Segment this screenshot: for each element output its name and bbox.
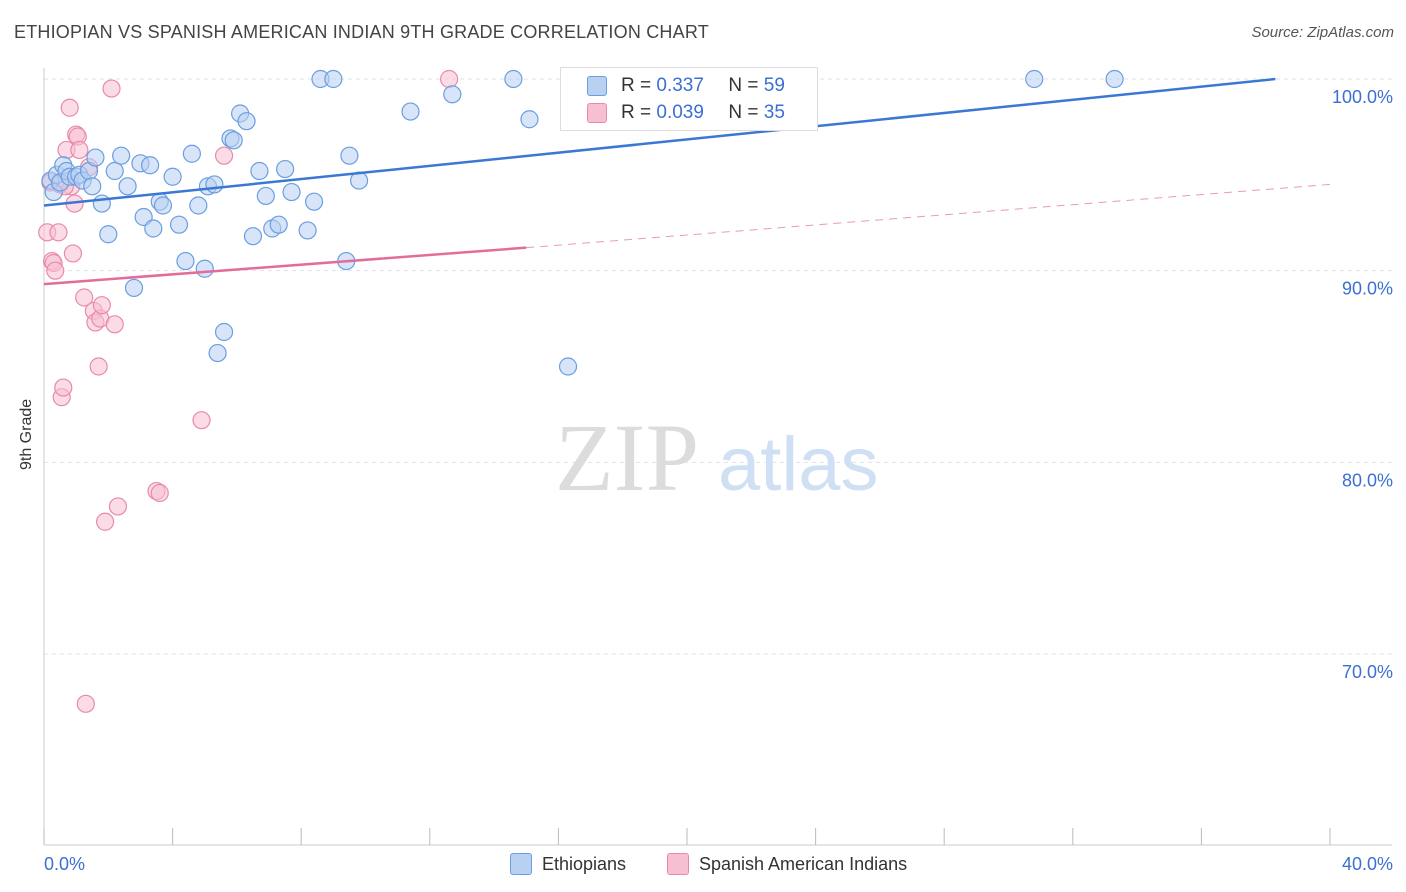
legend-item-ethiopians[interactable]: Ethiopians	[510, 851, 626, 877]
spanish-american-indian-point-31	[214, 146, 234, 165]
r-label: R =	[621, 75, 652, 96]
stats-legend-row-ethiopians: R = 0.337 N = 59	[587, 74, 785, 98]
n-label: N =	[728, 102, 759, 123]
ethiopian-point-13	[92, 194, 111, 213]
spanish-american-indians-swatch	[587, 103, 607, 123]
spanish-american-indians-trend-line	[43, 246, 527, 286]
ethiopian-point-14	[99, 225, 118, 244]
x-tick-label-max: 40.0%	[1342, 854, 1393, 874]
spanish-american-indian-point-12	[63, 244, 83, 263]
ethiopian-point-32	[205, 175, 224, 194]
spanish-american-indian-point-8	[54, 378, 73, 397]
ethiopian-point-43	[269, 215, 288, 234]
y-tick-label-80: 80.0%	[1342, 470, 1393, 490]
spanish-american-indian-point-17	[75, 288, 94, 307]
spanish-american-indian-point-25	[102, 79, 121, 98]
spanish-american-indian-point-26	[105, 315, 124, 334]
spanish-american-indian-points	[38, 69, 459, 713]
spanish-american-indian-point-5	[49, 223, 68, 242]
spanish-american-indian-point-30	[192, 411, 211, 430]
ethiopian-point-25	[163, 167, 182, 186]
source-label: Source: ZipAtlas.com	[1251, 24, 1394, 41]
ethiopian-point-46	[298, 221, 317, 240]
ethiopian-point-33	[208, 343, 227, 363]
ethiopian-point-55	[504, 69, 523, 89]
ethiopian-point-57	[558, 357, 578, 376]
y-tick-label-100: 100.0%	[1332, 87, 1393, 107]
ethiopian-point-24	[153, 196, 173, 215]
trend-lines	[43, 77, 1331, 286]
ethiopians-legend-label: Ethiopians	[542, 853, 627, 874]
spanish-american-indian-point-10	[60, 98, 79, 117]
ethiopian-point-18	[124, 278, 144, 298]
ethiopian-point-59	[1105, 69, 1124, 89]
spanish-american-indian-point-23	[92, 296, 111, 315]
legend-item-spanish-american-indians[interactable]: Spanish American Indians	[667, 851, 907, 877]
spanish-american-indian-point-16	[70, 140, 89, 160]
ethiopian-point-56	[520, 110, 539, 129]
ethiopian-point-36	[224, 131, 243, 150]
x-tick-labels: 0.0% 40.0%	[44, 854, 1393, 874]
ethiopian-point-26	[169, 215, 189, 234]
ethiopian-point-15	[105, 161, 124, 181]
spanish-american-indian-point-21	[89, 357, 108, 376]
grid-lines	[44, 78, 1392, 655]
ethiopian-point-41	[256, 186, 275, 206]
y-tick-label-90: 90.0%	[1342, 279, 1393, 299]
ethiopians-trend-line	[43, 77, 1276, 207]
spanish-american-indian-point-27	[108, 497, 128, 516]
ethiopian-point-29	[189, 196, 208, 215]
y-tick-labels: 70.0% 80.0% 90.0% 100.0%	[1332, 87, 1393, 682]
ethiopian-point-12	[86, 148, 105, 167]
ethiopian-point-27	[176, 251, 195, 271]
spanish-american-indian-point-29	[150, 483, 169, 503]
ethiopian-point-21	[140, 156, 160, 175]
ethiopian-point-30	[195, 259, 214, 278]
x-ticks	[43, 828, 1331, 845]
ethiopian-point-47	[304, 192, 324, 211]
ethiopian-point-51	[340, 146, 359, 165]
ethiopian-point-11	[83, 177, 102, 196]
ethiopians-legend-swatch	[510, 853, 532, 875]
spanish-american-indians-legend-label: Spanish American Indians	[699, 853, 908, 874]
watermark: ZIP atlas	[555, 404, 879, 511]
ethiopian-point-49	[324, 69, 343, 89]
stats-legend: R = 0.337 N = 59 R = 0.039 N = 35	[560, 67, 818, 131]
spanish-american-indian-point-33	[76, 694, 95, 713]
ethiopian-point-40	[250, 161, 269, 181]
axes	[43, 68, 1392, 846]
ethiopian-point-39	[243, 227, 263, 246]
spanish-american-indians-legend-swatch	[667, 853, 689, 875]
ethiopian-point-53	[401, 102, 420, 121]
ethiopian-point-34	[214, 322, 234, 342]
n-value: 35	[763, 102, 785, 123]
ethiopian-point-58	[1025, 69, 1044, 89]
x-tick-label-min: 0.0%	[44, 854, 85, 874]
r-value: 0.337	[656, 75, 704, 96]
n-label: N =	[728, 75, 759, 96]
ethiopian-point-16	[112, 146, 131, 165]
ethiopian-point-17	[118, 177, 137, 196]
chart-title: ETHIOPIAN VS SPANISH AMERICAN INDIAN 9TH…	[14, 22, 709, 42]
spanish-american-indian-point-24	[95, 512, 115, 531]
y-tick-label-70: 70.0%	[1342, 662, 1393, 682]
n-value: 59	[763, 75, 785, 96]
ethiopian-point-22	[144, 219, 163, 238]
spanish-american-indian-point-4	[46, 261, 65, 280]
r-value: 0.039	[656, 102, 704, 123]
spanish-american-indians-trend-extension	[526, 183, 1331, 249]
watermark-atlas: atlas	[718, 422, 879, 507]
watermark-zip: ZIP	[555, 404, 699, 511]
ethiopians-swatch	[587, 76, 607, 96]
r-label: R =	[621, 102, 652, 123]
ethiopian-point-44	[276, 159, 295, 179]
spanish-american-indian-point-32	[439, 69, 459, 89]
ethiopian-point-38	[237, 112, 256, 131]
ethiopian-point-28	[182, 144, 201, 163]
ethiopian-point-54	[443, 85, 462, 104]
ethiopian-point-45	[282, 182, 301, 202]
stats-legend-row-spanish-american-indians: R = 0.039 N = 35	[587, 101, 785, 125]
